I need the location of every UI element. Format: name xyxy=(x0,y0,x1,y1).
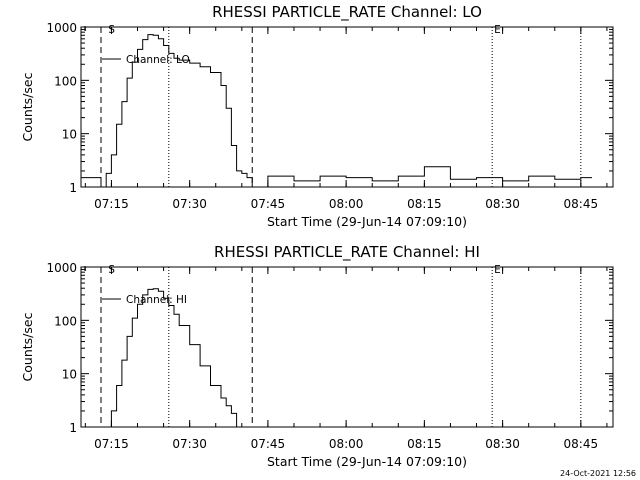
x-tick-label: 07:30 xyxy=(172,197,207,211)
timestamp-label: 24-Oct-2021 12:56 xyxy=(560,469,636,478)
y-tick-label: 1000 xyxy=(46,21,77,35)
x-tick-label: 08:00 xyxy=(329,437,364,451)
marker-label: E xyxy=(494,264,501,276)
x-tick-label: 08:15 xyxy=(407,197,442,211)
marker-label: S xyxy=(108,264,115,276)
x-axis-label: Start Time (29-Jun-14 07:09:10) xyxy=(267,454,467,469)
y-tick-label: 100 xyxy=(54,74,77,88)
y-tick-label: 1 xyxy=(69,421,77,435)
y-tick-label: 1 xyxy=(69,181,77,195)
marker-label: S xyxy=(108,24,115,36)
x-tick-label: 08:45 xyxy=(564,437,599,451)
y-axis-label: Counts/sec xyxy=(20,312,35,381)
x-tick-label: 08:45 xyxy=(564,197,599,211)
y-axis-label: Counts/sec xyxy=(20,72,35,141)
x-axis-label: Start Time (29-Jun-14 07:09:10) xyxy=(267,214,467,229)
y-tick-label: 10 xyxy=(62,128,77,142)
x-tick-label: 08:00 xyxy=(329,197,364,211)
series-line xyxy=(81,34,592,188)
y-tick-label: 1000 xyxy=(46,261,77,275)
x-tick-label: 07:15 xyxy=(94,197,129,211)
x-tick-label: 08:30 xyxy=(485,437,520,451)
x-tick-label: 07:15 xyxy=(94,437,129,451)
plot-frame xyxy=(80,26,614,188)
panel-hi: RHESSI PARTICLE_RATE Channel: HI Start Ti… xyxy=(20,243,614,469)
x-tick-label: 08:30 xyxy=(485,197,520,211)
x-tick-label: 07:45 xyxy=(251,197,286,211)
chart-title: RHESSI PARTICLE_RATE Channel: HI xyxy=(214,243,480,262)
panel-lo: RHESSI PARTICLE_RATE Channel: LO Start Ti… xyxy=(20,3,614,229)
plot-frame xyxy=(80,266,614,428)
y-tick-label: 10 xyxy=(62,368,77,382)
chart-title: RHESSI PARTICLE_RATE Channel: LO xyxy=(212,3,482,22)
y-tick-label: 100 xyxy=(54,314,77,328)
marker-label: E xyxy=(494,24,501,36)
x-tick-label: 08:15 xyxy=(407,437,442,451)
series-line xyxy=(106,288,238,428)
x-tick-label: 07:45 xyxy=(251,437,286,451)
x-tick-label: 07:30 xyxy=(172,437,207,451)
legend-label: Channel: HI xyxy=(126,294,187,306)
